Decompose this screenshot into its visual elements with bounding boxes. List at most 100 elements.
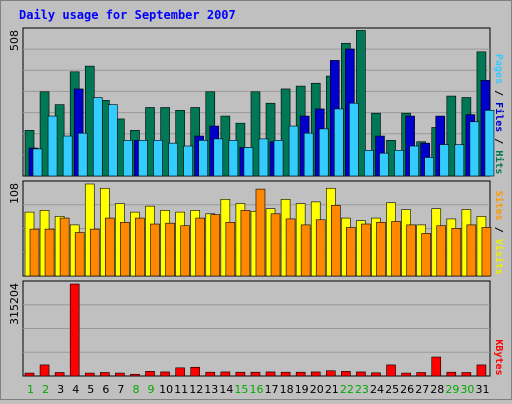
x-tick-label: 1 <box>27 383 34 396</box>
middle-sites-bar <box>421 233 431 277</box>
middle-sites-bar <box>330 204 341 277</box>
x-tick-label: 6 <box>102 383 109 396</box>
bottom-kbytes-bar <box>401 372 411 377</box>
top-pages-bar <box>364 150 374 177</box>
x-tick-label: 20 <box>310 383 324 396</box>
bottom-kbytes-bar <box>190 366 201 377</box>
top-panel: 508 Pages / Files / Hits <box>8 27 505 177</box>
bottom-kbytes-bar <box>371 372 381 377</box>
middle-legend: Sites / Visits <box>493 191 505 275</box>
legend-entry: Sites <box>493 191 505 221</box>
x-tick-label: 17 <box>265 383 279 396</box>
legend-entry: Hits <box>493 150 505 174</box>
bottom-kbytes-bar <box>175 367 185 377</box>
legend-entry: / <box>493 221 504 239</box>
middle-sites-bar <box>105 217 115 277</box>
bottom-kbytes-bar <box>461 372 472 377</box>
bottom-kbytes-bar <box>69 283 80 377</box>
bottom-kbytes-bar <box>310 371 321 377</box>
top-pages-bar <box>484 110 495 177</box>
middle-sites-bar <box>300 224 311 277</box>
top-pages-bar <box>32 148 43 177</box>
x-tick-label: 14 <box>219 383 233 396</box>
middle-sites-bar <box>225 222 236 277</box>
middle-sites-bar <box>59 217 70 277</box>
legend-entry: Visits <box>493 239 505 275</box>
middle-panel: 108 Sites / Visits <box>8 180 505 277</box>
top-pages-bar <box>303 132 314 177</box>
x-tick-label: 2 <box>42 383 49 396</box>
middle-sites-bar <box>391 221 401 277</box>
middle-sites-bar <box>481 227 492 277</box>
x-tick-label: 13 <box>204 383 218 396</box>
x-tick-label: 28 <box>430 383 444 396</box>
top-pages-bar <box>454 144 465 177</box>
bottom-kbytes-bar <box>431 356 442 377</box>
bottom-kbytes-bar <box>39 364 50 377</box>
x-tick-label: 29 <box>445 383 459 396</box>
x-tick-label: 22 <box>340 383 354 396</box>
top-ymax-label: 508 <box>8 30 21 51</box>
top-pages-bar <box>258 138 269 177</box>
top-pages-bar <box>62 135 73 177</box>
legend-entry: KBytes <box>493 339 504 375</box>
x-tick-label: 21 <box>325 383 339 396</box>
bottom-panel: 315204 KBytes <box>8 280 504 377</box>
top-pages-bar <box>108 104 118 177</box>
x-tick-label: 12 <box>189 383 203 396</box>
legend-entry: Pages <box>493 54 504 84</box>
middle-sites-bar <box>451 227 462 277</box>
middle-sites-bar <box>255 188 266 277</box>
x-tick-label: 23 <box>355 383 369 396</box>
bottom-kbytes-bar <box>160 371 170 377</box>
top-hits-bar <box>250 91 261 177</box>
top-pages-bar <box>92 97 103 177</box>
top-pages-bar <box>243 147 254 177</box>
middle-sites-bar <box>165 222 175 277</box>
bottom-kbytes-bar <box>416 372 426 377</box>
top-pages-bar <box>333 108 344 177</box>
middle-sites-bar <box>44 228 55 277</box>
top-pages-bar <box>198 140 209 177</box>
bottom-kbytes-bar <box>100 372 110 377</box>
legend-entry: / <box>493 84 504 102</box>
middle-sites-bar <box>29 228 40 277</box>
middle-sites-bar <box>466 224 477 277</box>
bottom-kbytes-bar <box>341 371 351 377</box>
middle-sites-bar <box>376 222 386 277</box>
top-pages-bar <box>349 102 359 177</box>
middle-sites-bar <box>89 228 100 277</box>
x-tick-label: 10 <box>159 383 173 396</box>
bottom-kbytes-bar <box>295 371 306 377</box>
x-tick-label: 5 <box>87 383 94 396</box>
middle-sites-bar <box>270 213 281 277</box>
bottom-kbytes-bar <box>54 372 65 377</box>
x-tick-label: 25 <box>385 383 399 396</box>
top-pages-bar <box>183 145 193 177</box>
top-pages-bar <box>77 132 88 177</box>
middle-sites-bar <box>285 218 296 277</box>
bottom-kbytes-bar <box>476 364 487 377</box>
top-pages-bar <box>394 150 404 177</box>
x-tick-label: 7 <box>117 383 124 396</box>
middle-sites-bar <box>406 224 416 277</box>
x-tick-label: 15 <box>234 383 248 396</box>
bottom-kbytes-bar <box>446 371 457 377</box>
x-tick-label: 31 <box>475 383 489 396</box>
bottom-kbytes-bar <box>130 373 140 377</box>
legend-entry: Files <box>493 102 505 132</box>
top-pages-bar <box>273 140 284 177</box>
x-tick-label: 18 <box>280 383 294 396</box>
x-tick-label: 26 <box>400 383 414 396</box>
middle-sites-bar <box>315 219 326 277</box>
x-tick-label: 27 <box>415 383 429 396</box>
middle-sites-bar <box>361 223 371 277</box>
middle-sites-bar <box>135 217 145 277</box>
bottom-kbytes-bar <box>265 371 276 377</box>
bottom-kbytes-bar <box>24 372 35 377</box>
top-pages-bar <box>47 115 58 177</box>
top-pages-bar <box>424 157 434 177</box>
bottom-kbytes-bar <box>145 371 155 377</box>
top-pages-bar <box>439 144 450 177</box>
